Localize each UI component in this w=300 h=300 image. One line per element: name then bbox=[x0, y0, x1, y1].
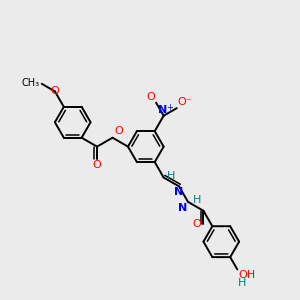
Text: N: N bbox=[158, 105, 167, 115]
Text: O: O bbox=[193, 219, 202, 229]
Text: N: N bbox=[178, 203, 187, 213]
Text: +: + bbox=[167, 103, 173, 112]
Text: H: H bbox=[238, 278, 247, 288]
Text: O: O bbox=[93, 160, 101, 170]
Text: O: O bbox=[146, 92, 155, 102]
Text: O⁻: O⁻ bbox=[178, 97, 192, 107]
Text: OH: OH bbox=[238, 271, 255, 281]
Text: O: O bbox=[50, 86, 59, 96]
Text: H: H bbox=[167, 170, 175, 181]
Text: O: O bbox=[115, 126, 123, 136]
Text: H: H bbox=[193, 195, 201, 205]
Text: CH₃: CH₃ bbox=[22, 78, 40, 88]
Text: N: N bbox=[175, 188, 184, 197]
